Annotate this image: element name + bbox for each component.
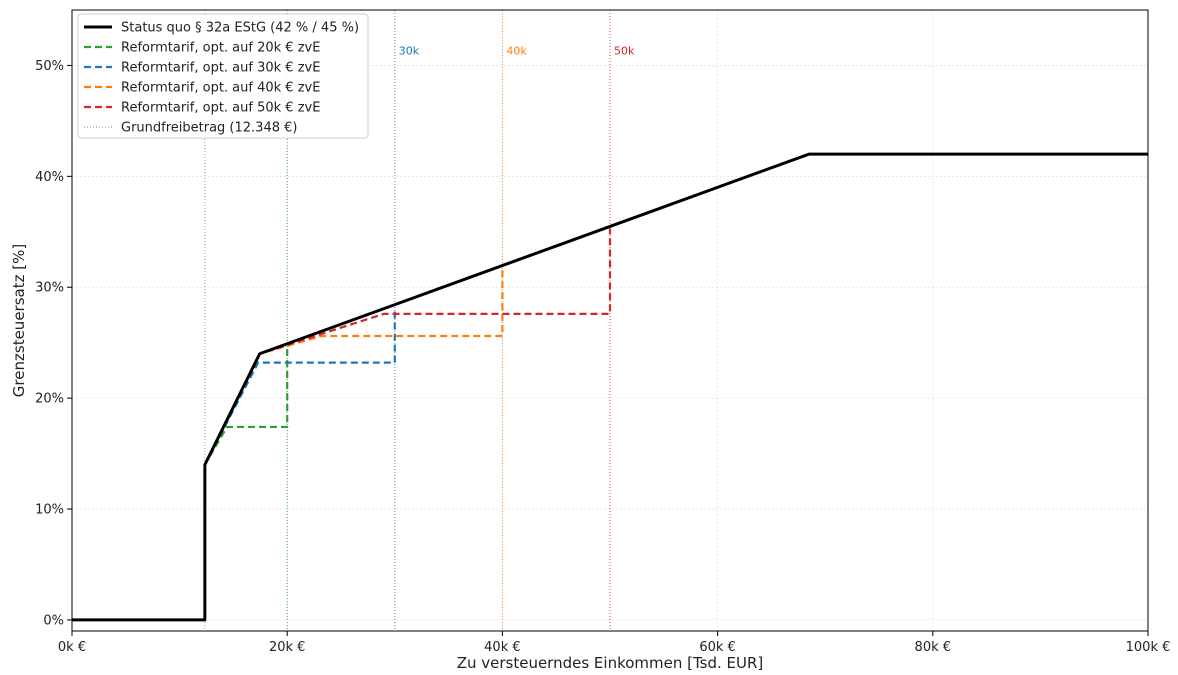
- reference-line-label: 30k: [399, 44, 420, 57]
- y-tick-label: 0%: [43, 613, 64, 628]
- reference-line-label: 40k: [506, 44, 527, 57]
- series-lines: [72, 152, 1148, 622]
- reference-lines: 30k 40k 50k: [204, 10, 635, 631]
- legend-entry: Reformtarif, opt. auf 30k € zvE: [121, 61, 320, 76]
- y-tick-label: 20%: [35, 392, 64, 407]
- legend-entry: Status quo § 32a EStG (42 % / 45 %): [121, 21, 359, 36]
- y-tick-label: 50%: [35, 59, 64, 74]
- y-axis-title: Grenzsteuersatz [%]: [10, 244, 28, 397]
- y-tick-label: 40%: [35, 170, 64, 185]
- reference-line-label: 50k: [614, 44, 635, 57]
- series-line: [72, 152, 1148, 622]
- x-tick-label: 60k €: [699, 640, 735, 655]
- x-axis-title: Zu versteuerndes Einkommen [Tsd. EUR]: [457, 654, 764, 672]
- x-tick-label: 0k €: [58, 640, 86, 655]
- legend-entry: Reformtarif, opt. auf 50k € zvE: [121, 101, 320, 116]
- x-tick-label: 80k €: [915, 640, 951, 655]
- legend-entry: Reformtarif, opt. auf 20k € zvE: [121, 41, 320, 56]
- y-tick-label: 30%: [35, 281, 64, 296]
- x-tick-label: 100k €: [1126, 640, 1171, 655]
- legend: Status quo § 32a EStG (42 % / 45 %) Refor…: [77, 13, 369, 139]
- plot-frame: [71, 9, 1149, 632]
- legend-box: [77, 13, 369, 139]
- y-tick-label: 10%: [35, 503, 64, 518]
- series-line: [203, 228, 612, 620]
- x-tick-label: 20k €: [269, 640, 305, 655]
- legend-entry: Reformtarif, opt. auf 40k € zvE: [121, 81, 320, 96]
- y-axis: 0% 10% 20% 30% 40% 50%: [35, 59, 72, 628]
- x-axis: 0k € 20k € 40k € 60k € 80k € 100k €: [58, 631, 1170, 655]
- legend-entry: Grundfreibetrag (12.348 €): [121, 121, 297, 136]
- x-tick-label: 40k €: [484, 640, 520, 655]
